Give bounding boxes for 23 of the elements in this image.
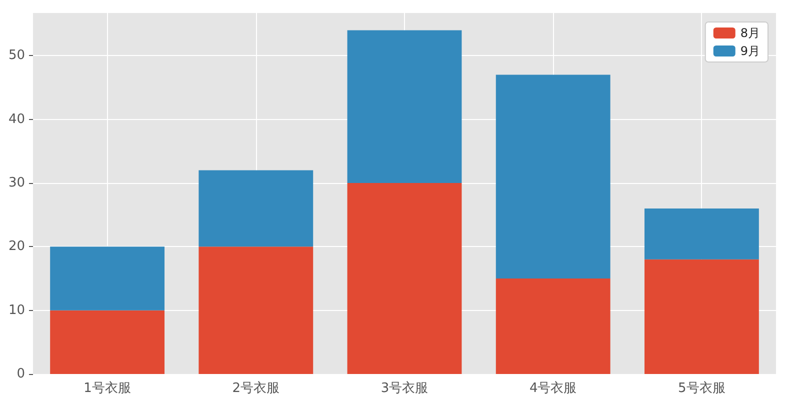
bar — [50, 246, 165, 310]
bar — [644, 208, 759, 260]
y-tick-label: 50 — [8, 48, 25, 64]
bar — [347, 182, 462, 374]
x-tick-label: 2号衣服 — [232, 381, 280, 396]
bar — [50, 310, 165, 374]
x-tick-label: 4号衣服 — [529, 381, 577, 396]
y-tick-label: 20 — [8, 239, 25, 254]
x-tick-label: 5号衣服 — [678, 381, 726, 396]
x-tick-label: 1号衣服 — [84, 381, 131, 396]
bar — [347, 30, 462, 183]
legend-label: 9月 — [740, 44, 760, 58]
y-tick-label: 30 — [8, 175, 25, 190]
bar — [198, 170, 314, 247]
bar — [644, 259, 759, 374]
y-tick-label: 10 — [8, 302, 25, 318]
bar — [496, 74, 610, 278]
x-tick-label: 3号衣服 — [380, 381, 428, 396]
bar — [496, 278, 610, 374]
bar — [198, 246, 314, 374]
y-tick-label: 40 — [8, 112, 25, 127]
legend-label: 8月 — [740, 26, 760, 40]
y-tick-label: 0 — [16, 366, 25, 382]
